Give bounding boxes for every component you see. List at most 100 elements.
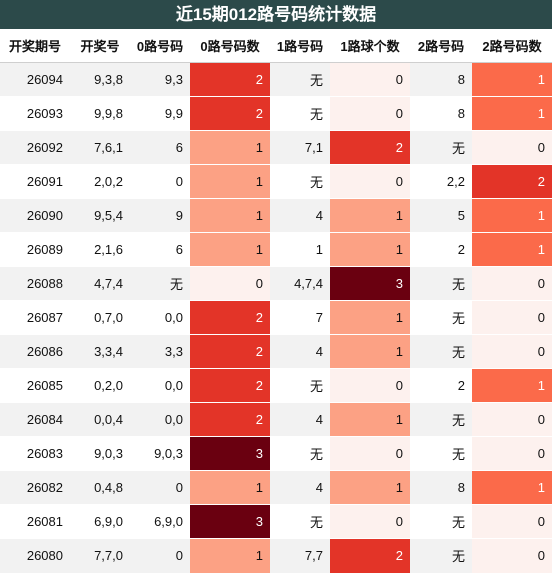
table-cell: 无 [410, 538, 472, 573]
table-cell: 1 [472, 232, 552, 267]
table-cell: 0 [330, 368, 410, 403]
table-cell: 0 [472, 504, 552, 539]
table-cell: 2 [190, 96, 270, 131]
table-cell: 无 [410, 436, 472, 471]
table-cell: 无 [410, 266, 472, 301]
table-cell: 1 [472, 368, 552, 403]
table-cell: 无 [270, 504, 330, 539]
table-cell: 1 [190, 232, 270, 267]
table-cell: 26092 [0, 130, 70, 165]
table-cell: 1 [330, 402, 410, 437]
table-cell: 无 [270, 436, 330, 471]
table-cell: 6 [130, 232, 190, 267]
table-cell: 0 [472, 300, 552, 335]
table-cell: 0 [472, 436, 552, 471]
table-cell: 0 [472, 266, 552, 301]
table-cell: 7,7 [270, 538, 330, 573]
table-cell: 2 [472, 164, 552, 199]
table-cell: 1 [472, 198, 552, 233]
table-cell: 26082 [0, 470, 70, 505]
table-cell: 2 [410, 368, 472, 403]
table-row: 26082 0,4,8 0 1 4 1 8 1 [0, 470, 552, 505]
table-cell: 26081 [0, 504, 70, 539]
stats-table: 开奖期号 开奖号 0路号码 0路号码数 1路号码 1路球个数 2路号码 2路号码数 26094… [0, 29, 552, 573]
table-cell: 0 [130, 470, 190, 505]
table-cell: 1 [472, 62, 552, 97]
table-cell: 26080 [0, 538, 70, 573]
table-cell: 26087 [0, 300, 70, 335]
table-cell: 0,0 [130, 300, 190, 335]
table-row: 26086 3,3,4 3,3 2 4 1 无 0 [0, 334, 552, 369]
table-cell: 7,7,0 [70, 538, 130, 573]
table-cell: 2,2 [410, 164, 472, 199]
table-cell: 9 [130, 198, 190, 233]
table-cell: 无 [270, 96, 330, 131]
table-body: 26094 9,3,8 9,3 2 无 0 8 1 26093 9,9,8 9,9 2 无 0 8 1 2609… [0, 62, 552, 573]
table-cell: 6,9,0 [130, 504, 190, 539]
table-row: 26083 9,0,3 9,0,3 3 无 0 无 0 [0, 436, 552, 471]
column-header: 1路球个数 [330, 29, 410, 63]
table-cell: 0 [330, 436, 410, 471]
table-cell: 1 [330, 232, 410, 267]
table-cell: 9,9 [130, 96, 190, 131]
table-cell: 2,1,6 [70, 232, 130, 267]
table-title: 近15期012路号码统计数据 [0, 0, 552, 29]
table-cell: 2 [330, 130, 410, 165]
table-cell: 8 [410, 470, 472, 505]
table-row: 26092 7,6,1 6 1 7,1 2 无 0 [0, 130, 552, 165]
table-cell: 0 [130, 538, 190, 573]
column-header: 2路号码 [410, 29, 472, 63]
table-cell: 1 [330, 300, 410, 335]
column-header: 1路号码 [270, 29, 330, 63]
column-header: 0路号码 [130, 29, 190, 63]
table-cell: 2 [190, 402, 270, 437]
table-cell: 26083 [0, 436, 70, 471]
table-cell: 4 [270, 334, 330, 369]
table-cell: 6 [130, 130, 190, 165]
table-cell: 0 [330, 504, 410, 539]
table-cell: 26084 [0, 402, 70, 437]
table-cell: 8 [410, 96, 472, 131]
table-cell: 1 [190, 470, 270, 505]
table-cell: 8 [410, 62, 472, 97]
table-cell: 26093 [0, 96, 70, 131]
table-cell: 0 [330, 164, 410, 199]
table-cell: 9,0,3 [70, 436, 130, 471]
table-cell: 1 [330, 470, 410, 505]
table-cell: 3,3 [130, 334, 190, 369]
table-cell: 1 [330, 334, 410, 369]
table-cell: 无 [410, 402, 472, 437]
table-row: 26081 6,9,0 6,9,0 3 无 0 无 0 [0, 504, 552, 539]
table-row: 26091 2,0,2 0 1 无 0 2,2 2 [0, 164, 552, 199]
table-cell: 1 [190, 130, 270, 165]
header-row: 开奖期号 开奖号 0路号码 0路号码数 1路号码 1路球个数 2路号码 2路号码数 [0, 29, 552, 63]
table-cell: 9,0,3 [130, 436, 190, 471]
table-cell: 2 [190, 62, 270, 97]
table-cell: 0 [330, 96, 410, 131]
table-cell: 0 [472, 402, 552, 437]
table-cell: 26090 [0, 198, 70, 233]
table-cell: 无 [270, 368, 330, 403]
table-cell: 2,0,2 [70, 164, 130, 199]
table-row: 26080 7,7,0 0 1 7,7 2 无 0 [0, 538, 552, 573]
table-cell: 1 [472, 470, 552, 505]
table-cell: 9,5,4 [70, 198, 130, 233]
table-cell: 7,6,1 [70, 130, 130, 165]
table-cell: 9,9,8 [70, 96, 130, 131]
table-cell: 1 [190, 198, 270, 233]
table-cell: 0 [472, 538, 552, 573]
table-row: 26088 4,7,4 无 0 4,7,4 3 无 0 [0, 266, 552, 301]
table-cell: 0 [330, 62, 410, 97]
table-cell: 无 [410, 130, 472, 165]
table-cell: 0,4,8 [70, 470, 130, 505]
table-cell: 2 [190, 334, 270, 369]
table-cell: 1 [270, 232, 330, 267]
table-cell: 0 [190, 266, 270, 301]
table-cell: 3 [330, 266, 410, 301]
column-header: 2路号码数 [472, 29, 552, 63]
table-cell: 1 [472, 96, 552, 131]
table-row: 26094 9,3,8 9,3 2 无 0 8 1 [0, 62, 552, 97]
table-cell: 0,7,0 [70, 300, 130, 335]
table-cell: 无 [410, 504, 472, 539]
